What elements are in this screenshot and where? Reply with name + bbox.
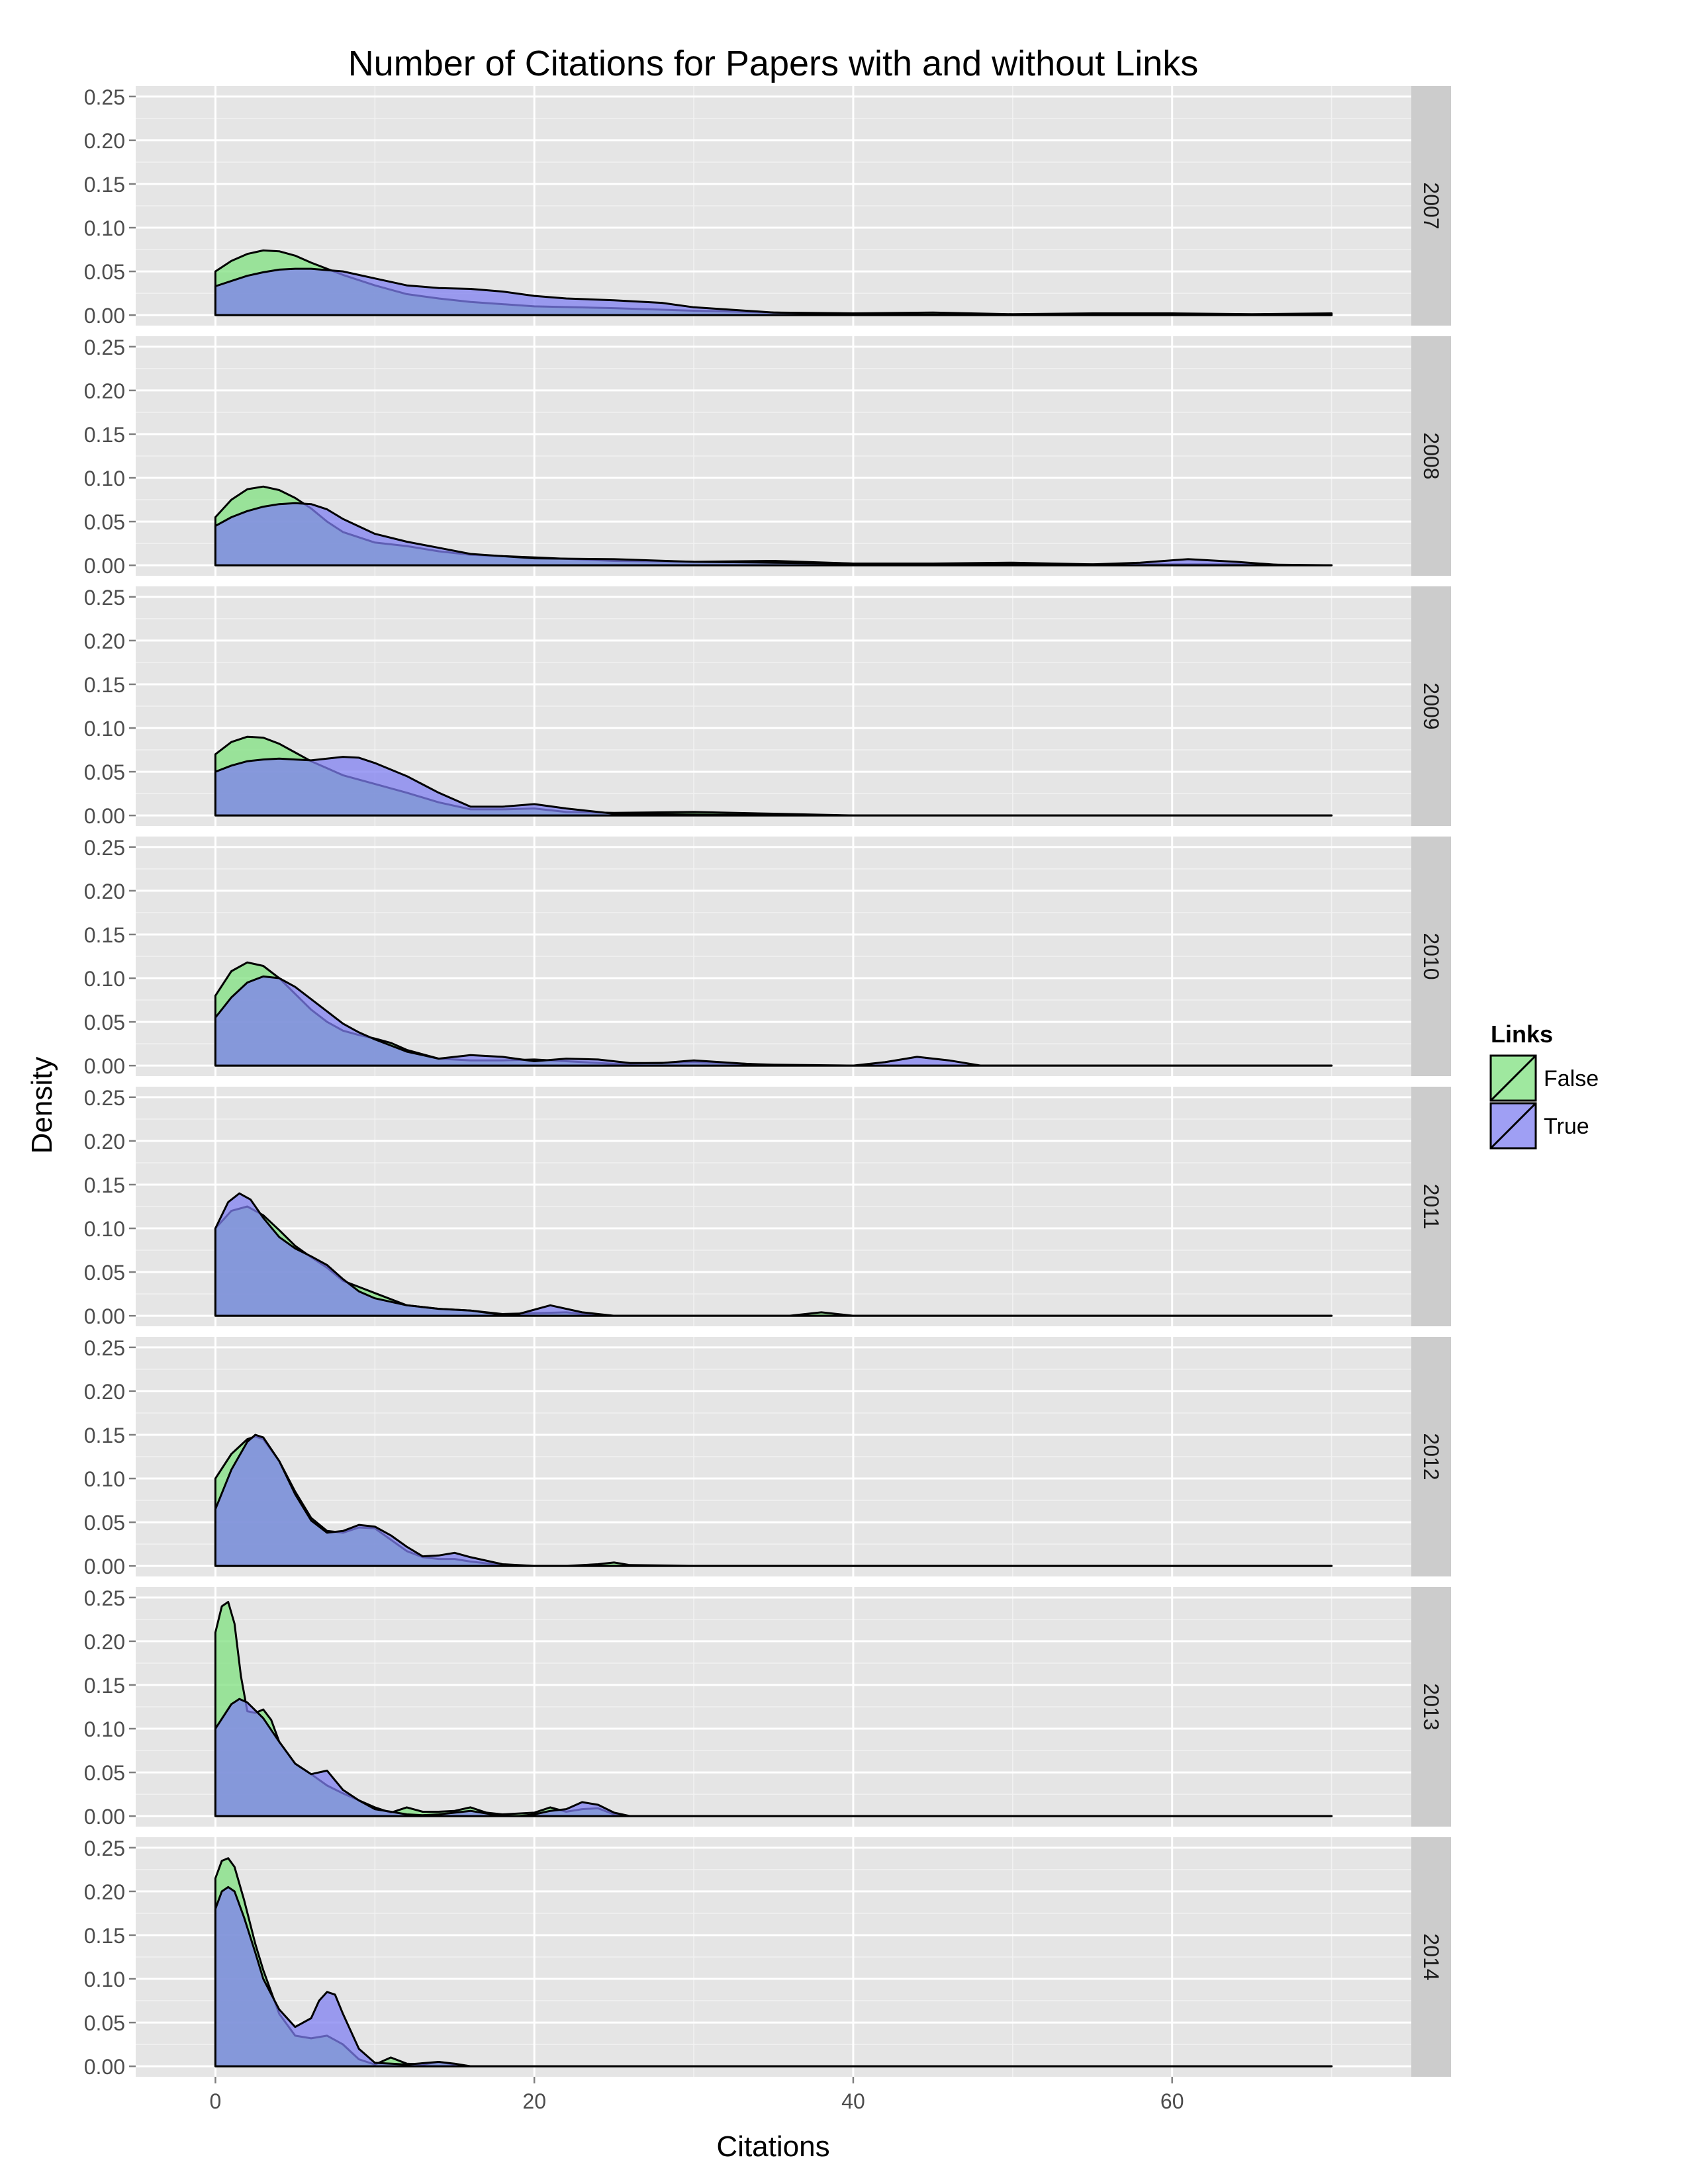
- y-tick-label: 0.00: [84, 1054, 125, 1078]
- y-tick-label: 0.05: [84, 1761, 125, 1785]
- y-tick-label: 0.10: [84, 1217, 125, 1241]
- y-tick-label: 0.20: [84, 129, 125, 153]
- y-tick-label: 0.15: [84, 1173, 125, 1197]
- panel-2011: 0.00 0.05 0.10 0.15 0.20 0.25 2011: [84, 1086, 1451, 1328]
- y-tick-label: 0.05: [84, 260, 125, 284]
- facet-panels: 0.00 0.05 0.10 0.15 0.20 0.25 2007 0.00 0.05 0.10…: [84, 85, 1451, 2079]
- y-tick-label: 0.00: [84, 304, 125, 328]
- density-area-true: [214, 1698, 1333, 1817]
- facet-strip-label: 2011: [1419, 1184, 1443, 1230]
- y-tick-label: 0.25: [84, 1086, 125, 1110]
- y-tick-label: 0.10: [84, 1467, 125, 1491]
- y-tick-label: 0.25: [84, 85, 125, 109]
- chart-title: Number of Citations for Papers with and …: [348, 44, 1199, 83]
- facet-strip-label: 2010: [1419, 933, 1443, 979]
- facet-strip-label: 2007: [1419, 182, 1443, 229]
- density-area-true: [214, 1886, 1333, 2068]
- y-tick-label: 0.05: [84, 510, 125, 534]
- y-tick-label: 0.20: [84, 629, 125, 653]
- y-tick-label: 0.20: [84, 1130, 125, 1154]
- facet-strip: [1411, 1837, 1451, 2077]
- y-tick-label: 0.15: [84, 1674, 125, 1698]
- density-area-true: [214, 1192, 1333, 1317]
- legend-key-slash: [1489, 1102, 1537, 1150]
- y-tick-label: 0.00: [84, 1304, 125, 1328]
- y-tick-label: 0.20: [84, 1630, 125, 1654]
- y-tick-label: 0.10: [84, 216, 125, 240]
- y-tick-label: 0.10: [84, 967, 125, 991]
- y-tick-label: 0.00: [84, 804, 125, 828]
- y-tick-label: 0.00: [84, 1805, 125, 1829]
- x-tick-label: 0: [210, 2089, 222, 2113]
- y-tick-label: 0.25: [84, 836, 125, 860]
- y-tick-label: 0.05: [84, 2011, 125, 2035]
- y-tick-label: 0.15: [84, 423, 125, 447]
- panel-2012: 0.00 0.05 0.10 0.15 0.20 0.25 2012: [84, 1336, 1451, 1578]
- facet-strip-label: 2012: [1419, 1433, 1443, 1480]
- facet-strip: [1411, 1087, 1451, 1326]
- y-tick-label: 0.10: [84, 717, 125, 741]
- panel-2008: 0.00 0.05 0.10 0.15 0.20 0.25 2008: [84, 336, 1451, 578]
- y-tick-label: 0.25: [84, 1837, 125, 1860]
- legend-label: True: [1544, 1114, 1589, 1139]
- density-area-true: [214, 1433, 1333, 1567]
- y-tick-label: 0.15: [84, 1424, 125, 1447]
- facet-strip: [1411, 586, 1451, 826]
- facet-strip: [1411, 1337, 1451, 1576]
- y-tick-label: 0.20: [84, 1380, 125, 1404]
- y-tick-label: 0.10: [84, 1717, 125, 1741]
- legend-item-false: False: [1489, 1054, 1599, 1102]
- x-tick-label: 60: [1160, 2089, 1184, 2113]
- panel-2009: 0.00 0.05 0.10 0.15 0.20 0.25 2009: [84, 586, 1451, 828]
- x-axis-title: Citations: [716, 2130, 829, 2163]
- y-tick-label: 0.15: [84, 673, 125, 697]
- y-tick-label: 0.25: [84, 1336, 125, 1360]
- panel-2007: 0.00 0.05 0.10 0.15 0.20 0.25 2007: [84, 85, 1451, 328]
- density-area-true: [214, 975, 1333, 1067]
- y-tick-label: 0.05: [84, 1511, 125, 1535]
- y-tick-label: 0.20: [84, 880, 125, 903]
- y-tick-label: 0.00: [84, 554, 125, 578]
- legend-key-slash: [1489, 1054, 1537, 1102]
- panel-2014: 0.00 0.05 0.10 0.15 0.20 0.25 2014: [84, 1837, 1451, 2079]
- legend-label: False: [1544, 1066, 1599, 1091]
- legend-title: Links: [1491, 1021, 1553, 1048]
- density-area-true: [214, 267, 1333, 316]
- facet-strip: [1411, 837, 1451, 1076]
- facet-strip-label: 2013: [1419, 1683, 1443, 1730]
- y-tick-label: 0.20: [84, 379, 125, 403]
- y-tick-label: 0.15: [84, 923, 125, 947]
- x-axis: 0 20 40 60: [210, 2077, 1184, 2113]
- x-tick-label: 20: [522, 2089, 546, 2113]
- y-tick-label: 0.25: [84, 336, 125, 359]
- y-tick-label: 0.00: [84, 2055, 125, 2079]
- y-tick-label: 0.05: [84, 1011, 125, 1034]
- y-tick-label: 0.25: [84, 586, 125, 610]
- facet-strip: [1411, 336, 1451, 576]
- y-tick-label: 0.00: [84, 1555, 125, 1578]
- y-tick-label: 0.25: [84, 1586, 125, 1610]
- y-tick-label: 0.20: [84, 1880, 125, 1904]
- y-tick-label: 0.05: [84, 760, 125, 784]
- y-tick-label: 0.10: [84, 1968, 125, 1991]
- y-tick-label: 0.15: [84, 1924, 125, 1948]
- facet-strip-label: 2014: [1419, 1933, 1443, 1980]
- legend-item-true: True: [1489, 1102, 1589, 1150]
- y-tick-label: 0.15: [84, 173, 125, 197]
- density-area-true: [214, 756, 1333, 817]
- density-area-true: [214, 502, 1333, 567]
- x-tick-label: 40: [841, 2089, 865, 2113]
- panel-2010: 0.00 0.05 0.10 0.15 0.20 0.25 2010: [84, 836, 1451, 1078]
- facet-strip: [1411, 1587, 1451, 1827]
- y-axis-title: Density: [26, 1057, 58, 1154]
- facet-strip-label: 2008: [1419, 432, 1443, 479]
- panel-2013: 0.00 0.05 0.10 0.15 0.20 0.25 2013: [84, 1586, 1451, 1829]
- y-tick-label: 0.10: [84, 467, 125, 490]
- legend: Links False True: [1489, 1021, 1599, 1150]
- y-tick-label: 0.05: [84, 1261, 125, 1285]
- facet-strip-label: 2009: [1419, 682, 1443, 729]
- facet-strip: [1411, 86, 1451, 326]
